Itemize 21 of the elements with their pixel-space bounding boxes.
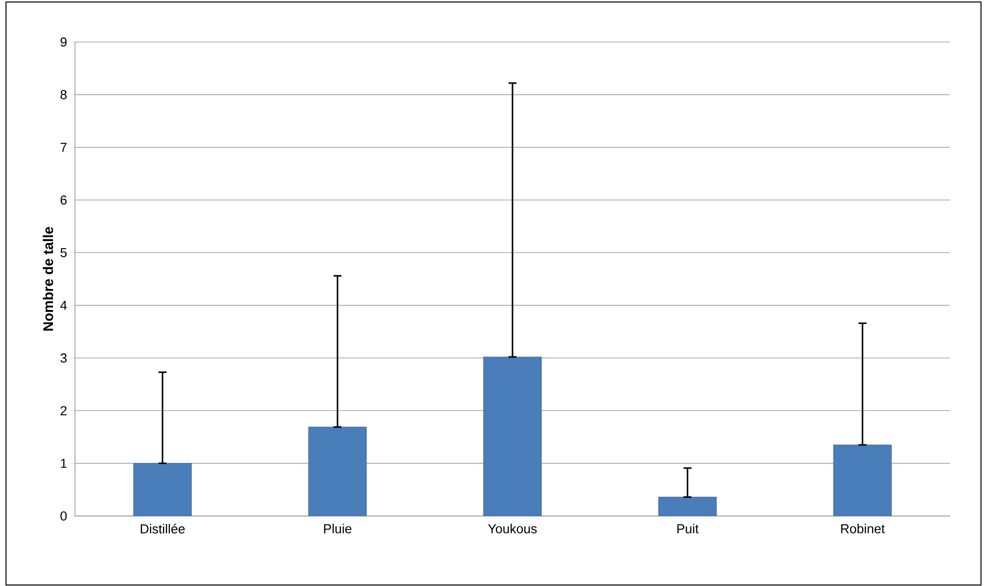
y-tick-label: 0 bbox=[60, 511, 67, 521]
y-tick-label: 7 bbox=[60, 142, 67, 152]
x-tick-label: Pluie bbox=[324, 524, 352, 534]
x-tick-label: Distillée bbox=[140, 524, 185, 534]
y-tick-label: 4 bbox=[60, 300, 67, 310]
x-tick-label: Youkous bbox=[488, 524, 537, 534]
bar bbox=[658, 496, 717, 516]
bar bbox=[483, 356, 542, 516]
y-tick-label: 6 bbox=[60, 195, 67, 205]
y-tick-label: 3 bbox=[60, 353, 67, 363]
y-tick-label: 9 bbox=[60, 37, 67, 47]
x-tick-label: Robinet bbox=[841, 524, 885, 534]
y-tick-label: 8 bbox=[60, 90, 67, 100]
x-tick-label: Puit bbox=[677, 524, 699, 534]
y-tick-label: 2 bbox=[60, 406, 67, 416]
y-tick-label: 1 bbox=[60, 458, 67, 468]
bar bbox=[833, 444, 892, 516]
bar bbox=[308, 426, 367, 516]
y-axis-title: Nombre de talle bbox=[42, 226, 54, 331]
bar bbox=[133, 463, 192, 516]
y-tick-label: 5 bbox=[60, 248, 67, 258]
